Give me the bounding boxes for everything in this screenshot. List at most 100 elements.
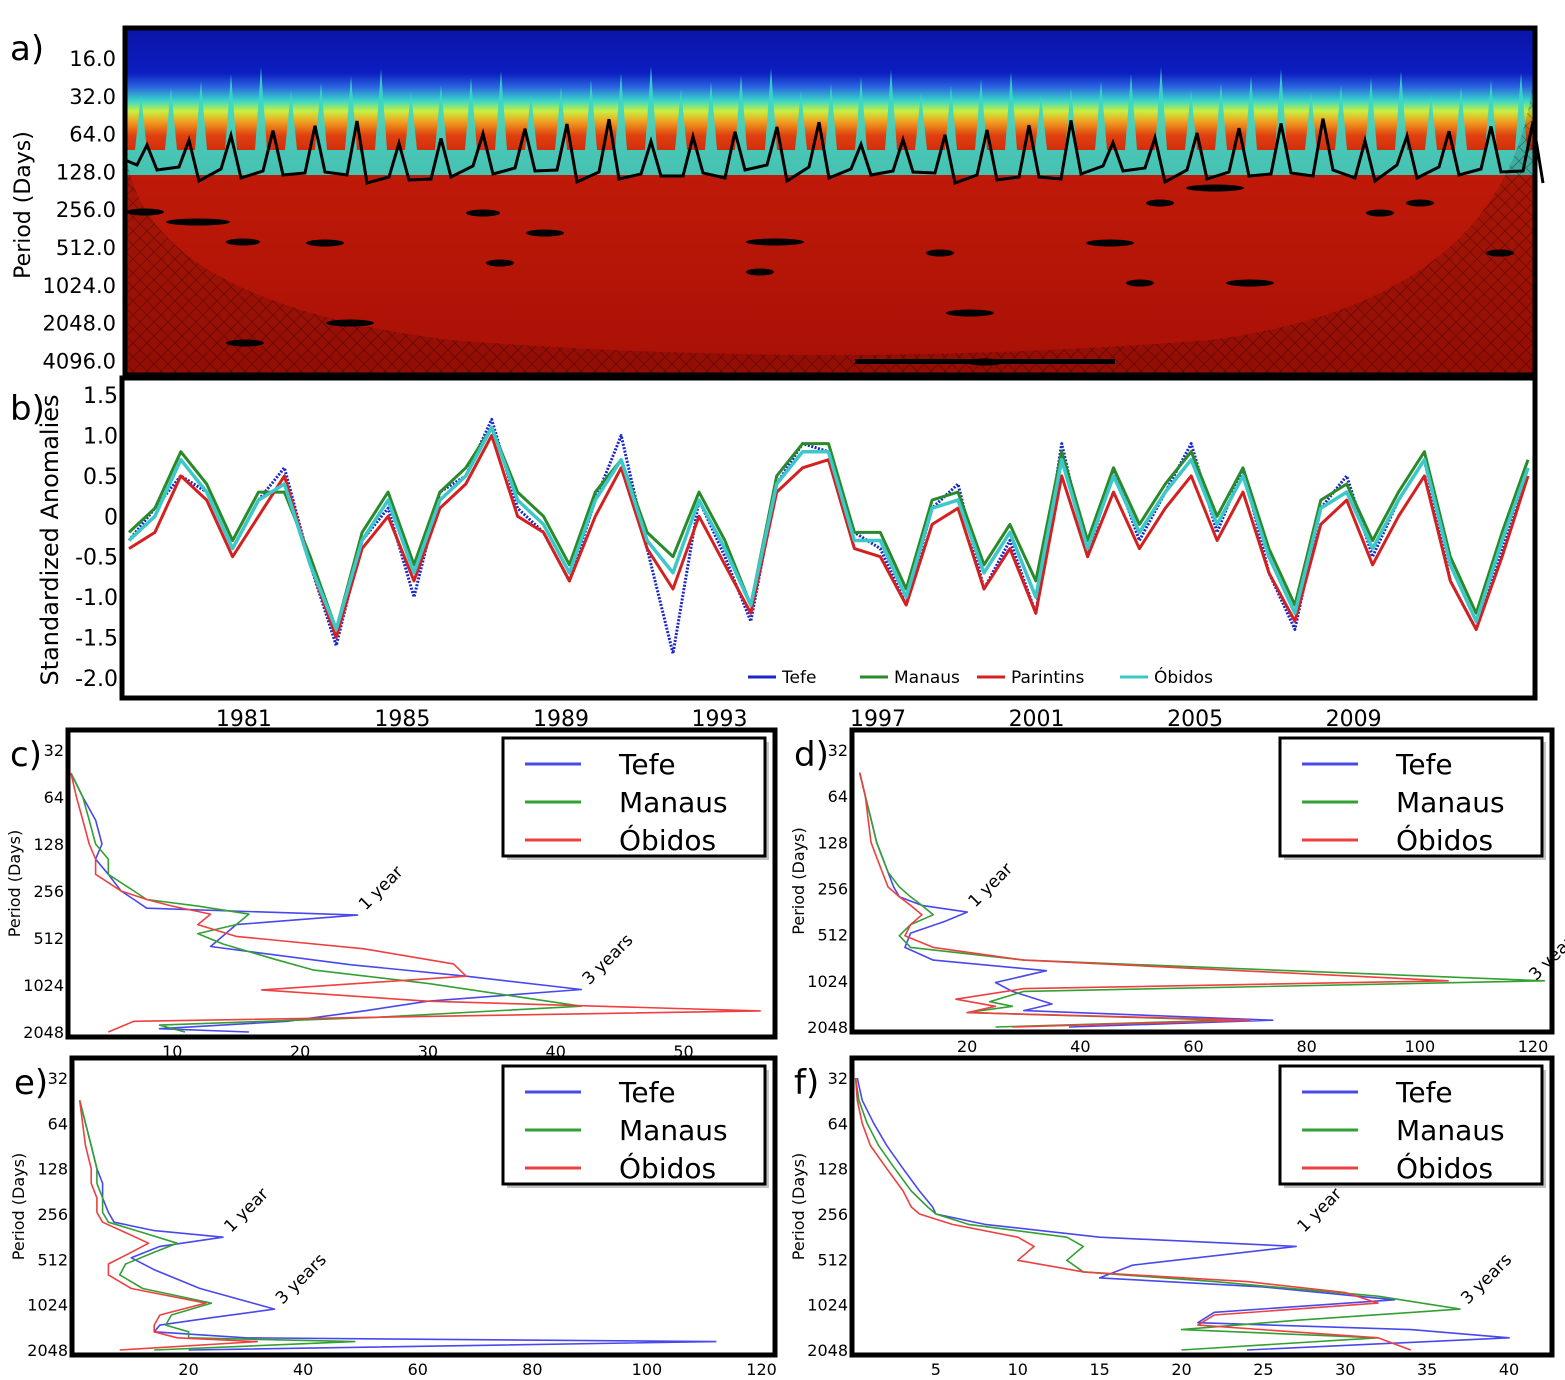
- cone-of-influence: [125, 60, 1535, 375]
- panel-b-legend: Tefe Manaus Parintins Óbidos: [748, 666, 1213, 688]
- panel-b-y-tick: 0: [104, 505, 118, 530]
- legend-label-tefe: Tefe: [781, 668, 816, 688]
- legend-label-tefe: Tefe: [618, 1076, 676, 1109]
- x-tick: 100: [1405, 1037, 1436, 1056]
- x-tick: 15: [1089, 1360, 1109, 1379]
- y-axis-label: Period (Days): [5, 830, 24, 937]
- cone-shade: [125, 60, 1535, 375]
- y-tick: 256: [37, 1205, 68, 1224]
- panel-b-y-tick: -1.5: [75, 626, 118, 651]
- y-tick: 32: [48, 1069, 68, 1088]
- panel-a-ylabel: Period (Days): [11, 131, 36, 279]
- panel-e: 32 64 128 256 512 1024 2048 20 40 60 80 100 120 Perio…: [9, 1055, 778, 1379]
- y-tick: 64: [828, 787, 848, 806]
- panel-b-y-tick: 1.0: [83, 425, 118, 450]
- panel-a-y-ticks: 16.0 32.0 64.0 128.0 256.0 512.0 1024.0 2048.0 4…: [43, 47, 116, 373]
- y-tick: 1024: [27, 1296, 68, 1315]
- significance-islands: [126, 184, 1514, 366]
- panel-a-y-tick: 128.0: [56, 160, 116, 184]
- legend-label-manaus: Manaus: [619, 786, 728, 819]
- legend-box: [1278, 736, 1544, 858]
- x-tick: 20: [178, 1360, 198, 1379]
- panel-b-letter: b): [10, 389, 45, 429]
- y-tick: 256: [817, 880, 848, 899]
- y-tick: 512: [37, 1250, 68, 1269]
- panel-a-y-tick: 2048.0: [43, 312, 116, 336]
- y-tick: 512: [817, 1250, 848, 1269]
- significance-island: [306, 239, 344, 247]
- legend-label-manaus: Manaus: [894, 668, 960, 688]
- panel-b-y-tick: 0.5: [83, 465, 118, 490]
- series-line-tefe: [70, 772, 583, 1033]
- panel-letter: f): [794, 1063, 819, 1103]
- y-tick: 1024: [807, 972, 848, 991]
- panel-a-y-tick: 16.0: [69, 47, 116, 71]
- y-tick: 1024: [23, 976, 64, 995]
- y-tick: 32: [828, 741, 848, 760]
- significance-island: [226, 238, 260, 246]
- legend-label-manaus: Manaus: [1396, 786, 1505, 819]
- significance-island: [855, 359, 1115, 364]
- series-line-tefe: [78, 1100, 717, 1351]
- legend-label-tefe: Tefe: [1395, 1076, 1453, 1109]
- series-line-óbidos: [854, 1077, 1412, 1351]
- legend-box: [1278, 1064, 1544, 1186]
- y-tick: 128: [817, 1160, 848, 1179]
- significance-island: [1406, 199, 1434, 207]
- significance-island: [166, 218, 230, 226]
- x-tick: 40: [1499, 1360, 1519, 1379]
- y-axis-label: Period (Days): [789, 827, 808, 934]
- series-line-óbidos: [78, 1100, 259, 1351]
- panel-b-ylabel: Standardized Anomalies: [36, 394, 64, 685]
- x-tick: 5: [931, 1360, 941, 1379]
- legend-label-tefe: Tefe: [618, 748, 676, 781]
- heatmap-peaks: [125, 66, 1535, 175]
- y-tick: 2048: [807, 1341, 848, 1360]
- significance-island: [946, 309, 994, 317]
- significance-island: [126, 208, 164, 216]
- panel-a: 16.0 32.0 64.0 128.0 256.0 512.0 1024.0 2048.0 4…: [10, 25, 1545, 378]
- x-tick: 120: [1518, 1037, 1549, 1056]
- y-tick: 128: [37, 1160, 68, 1179]
- panel-b-frame: [119, 375, 1538, 701]
- x-tick: 20: [957, 1037, 977, 1056]
- significance-island: [466, 209, 500, 217]
- panel-a-y-tick: 4096.0: [43, 349, 116, 373]
- y-tick: 64: [44, 788, 64, 807]
- y-tick: 32: [828, 1069, 848, 1088]
- x-tick: 10: [1008, 1360, 1028, 1379]
- y-tick: 128: [33, 835, 64, 854]
- y-tick: 2048: [23, 1023, 64, 1042]
- legend-box: [501, 736, 767, 858]
- legend-label-óbidos: Óbidos: [1396, 1151, 1493, 1185]
- panel-letter: d): [794, 735, 829, 775]
- significance-island: [926, 249, 954, 257]
- legend-label-manaus: Manaus: [1396, 1114, 1505, 1147]
- significance-island: [1366, 209, 1394, 217]
- x-tick: 20: [1171, 1360, 1191, 1379]
- significance-island: [1126, 279, 1154, 287]
- panel-a-y-tick: 32.0: [69, 85, 116, 109]
- y-tick: 32: [44, 741, 64, 760]
- panel-d: 32 64 128 256 512 1024 2048 20 40 60 80 100 120 Perio…: [789, 727, 1565, 1056]
- significance-island: [746, 268, 774, 276]
- x-tick: 40: [1070, 1037, 1090, 1056]
- y-tick: 2048: [807, 1018, 848, 1037]
- series-line-manaus: [854, 1077, 1461, 1351]
- x-tick: 60: [1183, 1037, 1203, 1056]
- panel-b-series: [127, 417, 1530, 656]
- series-line-tefe: [856, 1077, 1510, 1351]
- significance-island: [1086, 239, 1134, 247]
- panel-b: 1.51.00.50-0.5-1.0-1.5-2.0 1981 1985 1989 1…: [10, 375, 1538, 732]
- x-tick: 120: [746, 1360, 777, 1379]
- significance-island: [326, 319, 374, 327]
- y-tick: 512: [817, 926, 848, 945]
- series-line-óbidos: [127, 425, 1530, 632]
- legend-label-parintins: Parintins: [1011, 668, 1085, 688]
- series-line-manaus: [78, 1100, 356, 1351]
- legend-label-óbidos: Óbidos: [1154, 666, 1213, 688]
- legend-label-óbidos: Óbidos: [619, 1151, 716, 1185]
- panel-a-y-tick: 1024.0: [43, 274, 116, 298]
